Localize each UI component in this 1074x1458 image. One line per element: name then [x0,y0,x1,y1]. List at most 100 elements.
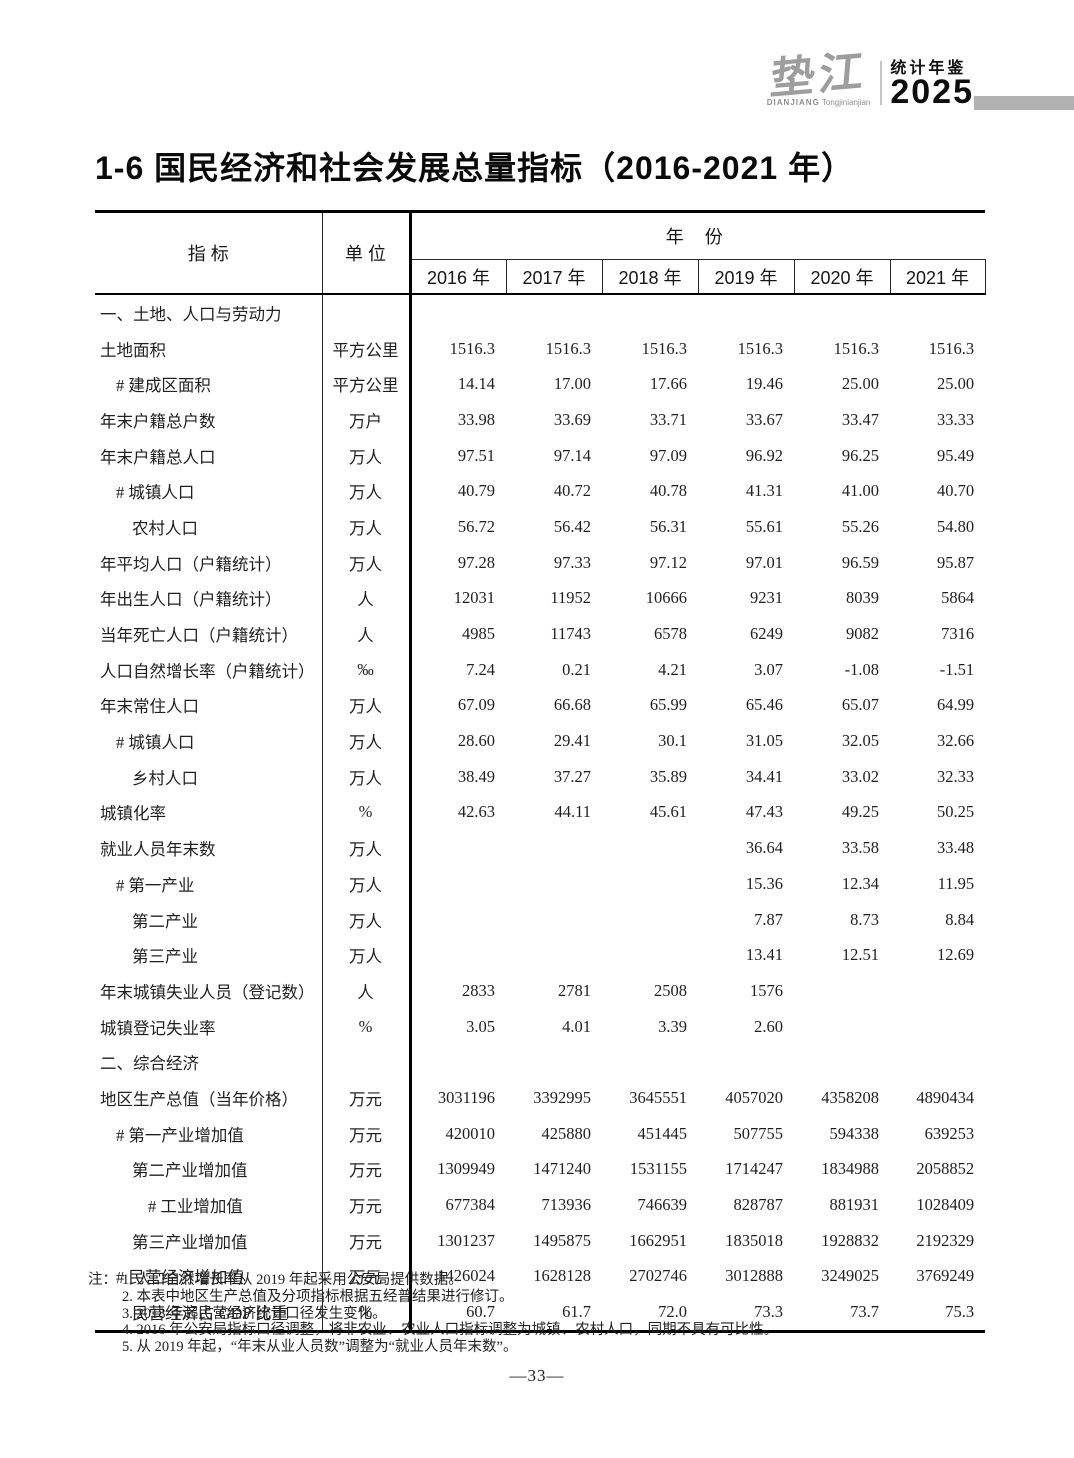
row-value: 2781 [558,980,591,1000]
row-unit: ‰ [322,651,412,688]
table-row: # 第一产业增加值 万元 420010 425880 451445 507755… [95,1115,985,1152]
row-value: 40.70 [936,481,975,501]
row-label: 第三产业增加值 [95,1222,323,1259]
row-unit: 万元 [322,1187,412,1223]
row-value: 1928832 [821,1230,879,1250]
table-row: 当年死亡人口（户籍统计） 人 4985 11743 6578 6249 9082… [95,616,985,652]
row-value [506,294,602,331]
row-value [410,937,506,973]
row-value: 17.00 [553,374,591,394]
row-value: 31.05 [745,731,783,751]
row-value [410,294,506,331]
table-row: # 建成区面积 平方公里 14.14 17.00 17.66 19.46 25.… [95,366,985,403]
row-value: 49.25 [841,802,879,822]
column-header-unit: 单 位 [322,211,412,295]
row-unit: % [322,794,412,831]
row-value: 3.07 [754,659,783,679]
notes-prefix: 注： [88,1272,117,1288]
row-value: 1309949 [437,1159,495,1179]
row-value: 72.0 [658,1302,687,1322]
table-row: 年出生人口（户籍统计） 人 12031 11952 10666 9231 803… [95,580,985,617]
row-value: 33.58 [841,838,879,858]
row-value: 7.24 [466,659,495,679]
brand-en-subname: Tongjinianjian [821,98,871,107]
row-value: 1714247 [725,1159,783,1179]
row-value: 73.7 [850,1302,879,1322]
row-value: 40.72 [553,481,591,501]
row-label: 民营经济占 GDP 比重 [95,1294,323,1332]
row-label: 就业人员年末数 [95,830,323,866]
row-unit: 万户 [322,402,412,438]
row-value: 3392995 [533,1087,591,1107]
row-value [794,294,890,331]
row-value: 40.78 [649,481,687,501]
row-value: 55.26 [841,516,879,536]
row-value: 420010 [445,1123,496,1143]
row-value: 95.87 [936,552,975,572]
row-value: 2702746 [629,1266,687,1286]
row-value [890,1009,985,1045]
table-row: # 城镇人口 万人 40.79 40.72 40.78 41.31 41.00 … [95,473,985,510]
row-value [890,1044,985,1080]
row-value: 4985 [462,624,495,644]
row-value: 3.05 [466,1016,495,1036]
row-value: 33.48 [936,838,975,858]
row-value: 677384 [445,1195,496,1215]
row-label: # 工业增加值 [95,1187,323,1223]
row-value: 1516.3 [545,338,591,358]
row-value: 4057020 [725,1087,783,1107]
row-value: 1576 [750,980,783,1000]
row-unit: 人 [322,973,412,1009]
row-value: 7.87 [754,909,783,929]
table-row: 民营经济占 GDP 比重 % 60.7 61.7 72.0 73.3 73.7 … [95,1294,985,1332]
row-value: 37.27 [553,766,591,786]
row-label: 二、综合经济 [95,1044,323,1081]
row-value: 7316 [941,624,975,644]
row-value [410,1044,506,1080]
row-label: 土地面积 [95,330,323,367]
row-value [506,1044,602,1080]
note-item: 2. 本表中地区生产总值及分项指标根据五经普结果进行修订。 [122,1288,514,1305]
table-row: 城镇登记失业率 % 3.05 4.01 3.39 2.60 [95,1008,985,1045]
row-value: 1495875 [533,1230,591,1250]
row-value: 67.09 [457,695,495,715]
row-value: 4358208 [821,1087,879,1107]
row-value: 36.64 [745,838,783,858]
row-unit [322,294,412,331]
brand-en-name: DIANJIANG [766,98,820,107]
row-value: 97.09 [649,445,687,465]
row-value: 1835018 [725,1230,783,1250]
row-value: 41.31 [745,481,783,501]
table-row: 人口自然增长率（户籍统计） ‰ 7.24 0.21 4.21 3.07 -1.0… [95,651,985,688]
row-label: 年出生人口（户籍统计） [95,580,323,617]
row-value [602,866,698,902]
row-value [890,294,985,331]
row-unit: 万人 [322,758,412,795]
row-value: 12.51 [841,945,879,965]
row-value: 1662951 [629,1230,687,1250]
row-label: 年末户籍总户数 [95,402,323,438]
logo-brand-block: 垫江 DIANJIANG Tongjinianjian [767,46,871,107]
row-value: 12031 [453,588,495,608]
brand-romanization: DIANJIANG Tongjinianjian [767,98,871,107]
row-value [506,866,602,902]
row-value: 8.84 [945,909,975,929]
row-value [410,902,506,938]
row-label: 城镇化率 [95,794,323,831]
table-row: 年平均人口（户籍统计） 万人 97.28 97.33 97.12 97.01 9… [95,544,985,581]
row-label: 第二产业增加值 [95,1151,323,1188]
row-unit: 万人 [322,830,412,866]
row-value: 25.00 [841,374,879,394]
column-header-year-group: 年 份 [410,211,986,260]
row-value: 11952 [550,588,591,608]
yearbook-label: 统计年鉴 [890,60,967,77]
row-label: 当年死亡人口（户籍统计） [95,616,323,652]
row-value: 11743 [550,624,591,644]
row-value: 5864 [941,588,975,608]
row-label: 乡村人口 [95,758,323,795]
row-value: 33.47 [841,409,879,429]
note-item: 1. 人口自然增长率从 2019 年起采用公安局提供数据。 [122,1272,463,1288]
row-value: 828787 [733,1195,784,1215]
notes-items: 1. 人口自然增长率从 2019 年起采用公安局提供数据。 2. 本表中地区生产… [122,1272,928,1356]
